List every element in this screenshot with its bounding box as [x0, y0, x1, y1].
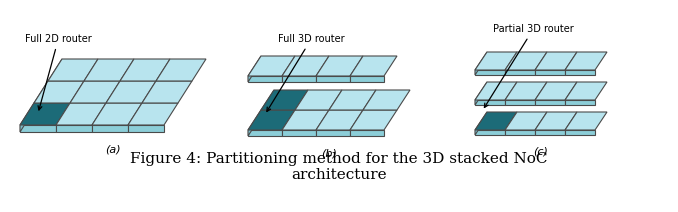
- Polygon shape: [475, 82, 517, 100]
- Polygon shape: [282, 130, 316, 136]
- Polygon shape: [248, 90, 274, 136]
- Polygon shape: [565, 52, 607, 70]
- Polygon shape: [106, 81, 156, 103]
- Polygon shape: [282, 56, 329, 76]
- Polygon shape: [565, 112, 607, 130]
- Polygon shape: [535, 52, 577, 70]
- Polygon shape: [535, 112, 577, 130]
- Polygon shape: [475, 52, 487, 75]
- Polygon shape: [261, 90, 308, 110]
- Polygon shape: [329, 90, 376, 110]
- Polygon shape: [248, 76, 282, 82]
- Polygon shape: [505, 52, 547, 70]
- Polygon shape: [316, 76, 350, 82]
- Text: Partial 3D router: Partial 3D router: [484, 24, 574, 107]
- Polygon shape: [565, 82, 607, 100]
- Polygon shape: [92, 103, 142, 125]
- Polygon shape: [248, 130, 282, 136]
- Polygon shape: [535, 100, 565, 105]
- Polygon shape: [128, 125, 164, 132]
- Polygon shape: [295, 90, 342, 110]
- Polygon shape: [505, 112, 547, 130]
- Polygon shape: [535, 70, 565, 75]
- Polygon shape: [156, 59, 206, 81]
- Text: Figure 4: Partitioning method for the 3D stacked NoC
architecture: Figure 4: Partitioning method for the 3D…: [130, 152, 548, 182]
- Polygon shape: [20, 125, 56, 132]
- Polygon shape: [350, 56, 397, 76]
- Polygon shape: [316, 56, 363, 76]
- Polygon shape: [565, 130, 595, 135]
- Polygon shape: [282, 76, 316, 82]
- Polygon shape: [505, 130, 535, 135]
- Polygon shape: [350, 110, 397, 130]
- Polygon shape: [142, 81, 192, 103]
- Polygon shape: [248, 56, 295, 76]
- Polygon shape: [535, 130, 565, 135]
- Polygon shape: [248, 56, 261, 82]
- Text: (b): (b): [321, 148, 337, 158]
- Polygon shape: [565, 100, 595, 105]
- Text: (c): (c): [534, 147, 549, 157]
- Polygon shape: [505, 70, 535, 75]
- Polygon shape: [34, 81, 84, 103]
- Polygon shape: [316, 130, 350, 136]
- Polygon shape: [70, 81, 120, 103]
- Polygon shape: [475, 112, 517, 130]
- Polygon shape: [56, 125, 92, 132]
- Polygon shape: [56, 103, 106, 125]
- Polygon shape: [535, 82, 577, 100]
- Text: Full 3D router: Full 3D router: [267, 34, 344, 112]
- Polygon shape: [128, 103, 178, 125]
- Polygon shape: [475, 112, 487, 135]
- Polygon shape: [350, 76, 384, 82]
- Polygon shape: [316, 110, 363, 130]
- Polygon shape: [565, 70, 595, 75]
- Polygon shape: [505, 100, 535, 105]
- Polygon shape: [475, 100, 505, 105]
- Polygon shape: [475, 52, 517, 70]
- Text: Full 2D router: Full 2D router: [25, 34, 92, 110]
- Polygon shape: [48, 59, 98, 81]
- Polygon shape: [20, 59, 62, 132]
- Polygon shape: [120, 59, 170, 81]
- Text: (a): (a): [105, 144, 121, 154]
- Polygon shape: [363, 90, 410, 110]
- Polygon shape: [350, 130, 384, 136]
- Polygon shape: [475, 70, 505, 75]
- Polygon shape: [84, 59, 134, 81]
- Polygon shape: [92, 125, 128, 132]
- Polygon shape: [20, 103, 70, 125]
- Polygon shape: [505, 82, 547, 100]
- Polygon shape: [282, 110, 329, 130]
- Polygon shape: [248, 110, 295, 130]
- Polygon shape: [475, 130, 505, 135]
- Polygon shape: [475, 82, 487, 105]
